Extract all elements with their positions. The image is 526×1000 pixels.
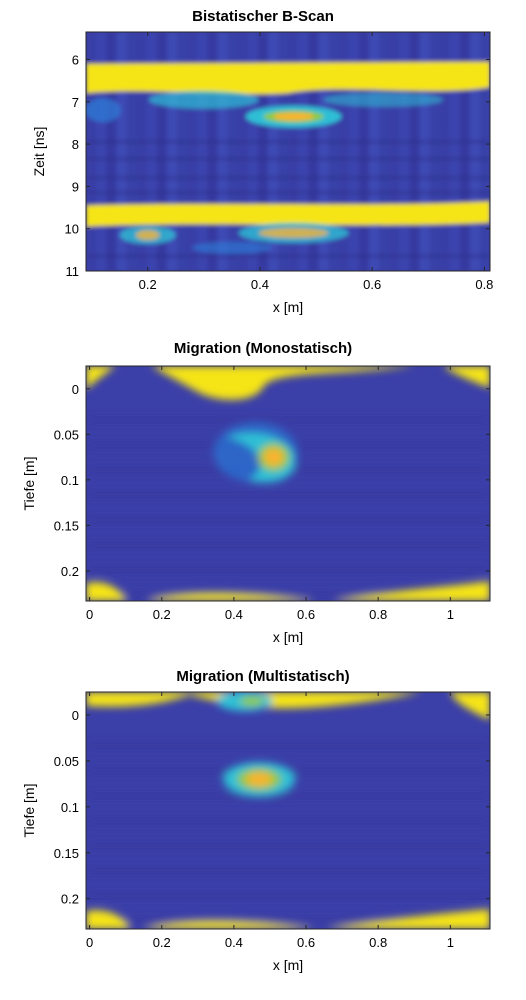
- heatmap-field: [86, 32, 490, 271]
- x-tick-label: 0.8: [369, 935, 387, 950]
- plot-frame: [85, 31, 491, 272]
- x-tick-label: 0.4: [225, 607, 243, 622]
- bscan-title: Bistatischer B-Scan: [192, 8, 334, 25]
- y-tick-label: 10: [65, 222, 79, 237]
- mono-plot: 0 0.2 0.4 0.6 0.8 1 0 0.05 0.1 0.15 0.2 x [m] Tiefe …: [21, 365, 491, 645]
- y-tick-label: 0.2: [61, 892, 79, 907]
- heatmap-field: [86, 692, 490, 929]
- y-tick-label: 0: [72, 382, 79, 397]
- upper-reflection-band: [86, 61, 490, 95]
- x-tick-label: 0.8: [475, 277, 493, 292]
- y-tick-label: 0.2: [61, 564, 79, 579]
- y-tick-label: 8: [72, 137, 79, 152]
- x-tick-label: 0: [86, 935, 93, 950]
- x-tick-label: 0.4: [251, 277, 269, 292]
- x-tick-label: 0.2: [139, 277, 157, 292]
- x-tick-label: 0.6: [363, 277, 381, 292]
- x-tick-label: 0.4: [225, 935, 243, 950]
- mono-panel: Migration (Monostatisch) 0 0.2 0.4 0.6 0.8 1 0…: [0, 330, 526, 660]
- y-tick-label: 0.1: [61, 800, 79, 815]
- y-axis-label: Tiefe [m]: [21, 457, 37, 511]
- y-tick-label: 6: [72, 52, 79, 67]
- y-axis-label: Zeit [ns]: [31, 127, 47, 177]
- x-tick-label: 0.2: [153, 607, 171, 622]
- y-tick-label: 9: [72, 179, 79, 194]
- x-tick-label: 0: [86, 607, 93, 622]
- multi-plot: 0 0.2 0.4 0.6 0.8 1 0 0.05 0.1 0.15 0.2 x [m] Tiefe …: [21, 691, 491, 973]
- y-tick-label: 0.05: [54, 754, 79, 769]
- multi-panel: Migration (Multistatisch) 0 0.2 0.4 0.6 0.8 1…: [0, 660, 526, 1000]
- x-axis-label: x [m]: [273, 629, 303, 645]
- bscan-plot: 0.2 0.4 0.6 0.8 6 7 8 9 10 11 x [m] Zeit [ns]: [31, 31, 493, 315]
- y-tick-label: 11: [66, 264, 80, 279]
- y-tick-label: 0.15: [54, 518, 79, 533]
- x-tick-label: 0.6: [297, 607, 315, 622]
- bscan-panel: Bistatischer B-Scan 0.2 0.4 0.6 0.8 6 7 8 9 10 11…: [0, 0, 526, 320]
- y-tick-label: 0.05: [54, 427, 79, 442]
- lower-reflection-band: [86, 201, 490, 227]
- x-tick-label: 0.6: [297, 935, 315, 950]
- x-tick-label: 0.2: [153, 935, 171, 950]
- mono-title: Migration (Monostatisch): [173, 340, 353, 357]
- y-axis-label: Tiefe [m]: [21, 784, 37, 838]
- x-axis-label: x [m]: [273, 957, 303, 973]
- y-tick-label: 0.1: [61, 473, 79, 488]
- x-tick-label: 0.8: [369, 607, 387, 622]
- heatmap-background: [86, 366, 490, 601]
- x-tick-label: 1: [447, 935, 454, 950]
- y-tick-label: 0.15: [54, 846, 79, 861]
- x-axis-label: x [m]: [273, 299, 303, 315]
- y-tick-label: 0: [72, 708, 79, 723]
- y-tick-label: 7: [72, 95, 79, 110]
- heatmap-field: [86, 366, 490, 601]
- plot-frame: [85, 691, 491, 930]
- multi-title: Migration (Multistatisch): [176, 668, 350, 685]
- plot-frame: [85, 365, 491, 602]
- heatmap-background: [86, 692, 490, 929]
- x-tick-label: 1: [447, 607, 454, 622]
